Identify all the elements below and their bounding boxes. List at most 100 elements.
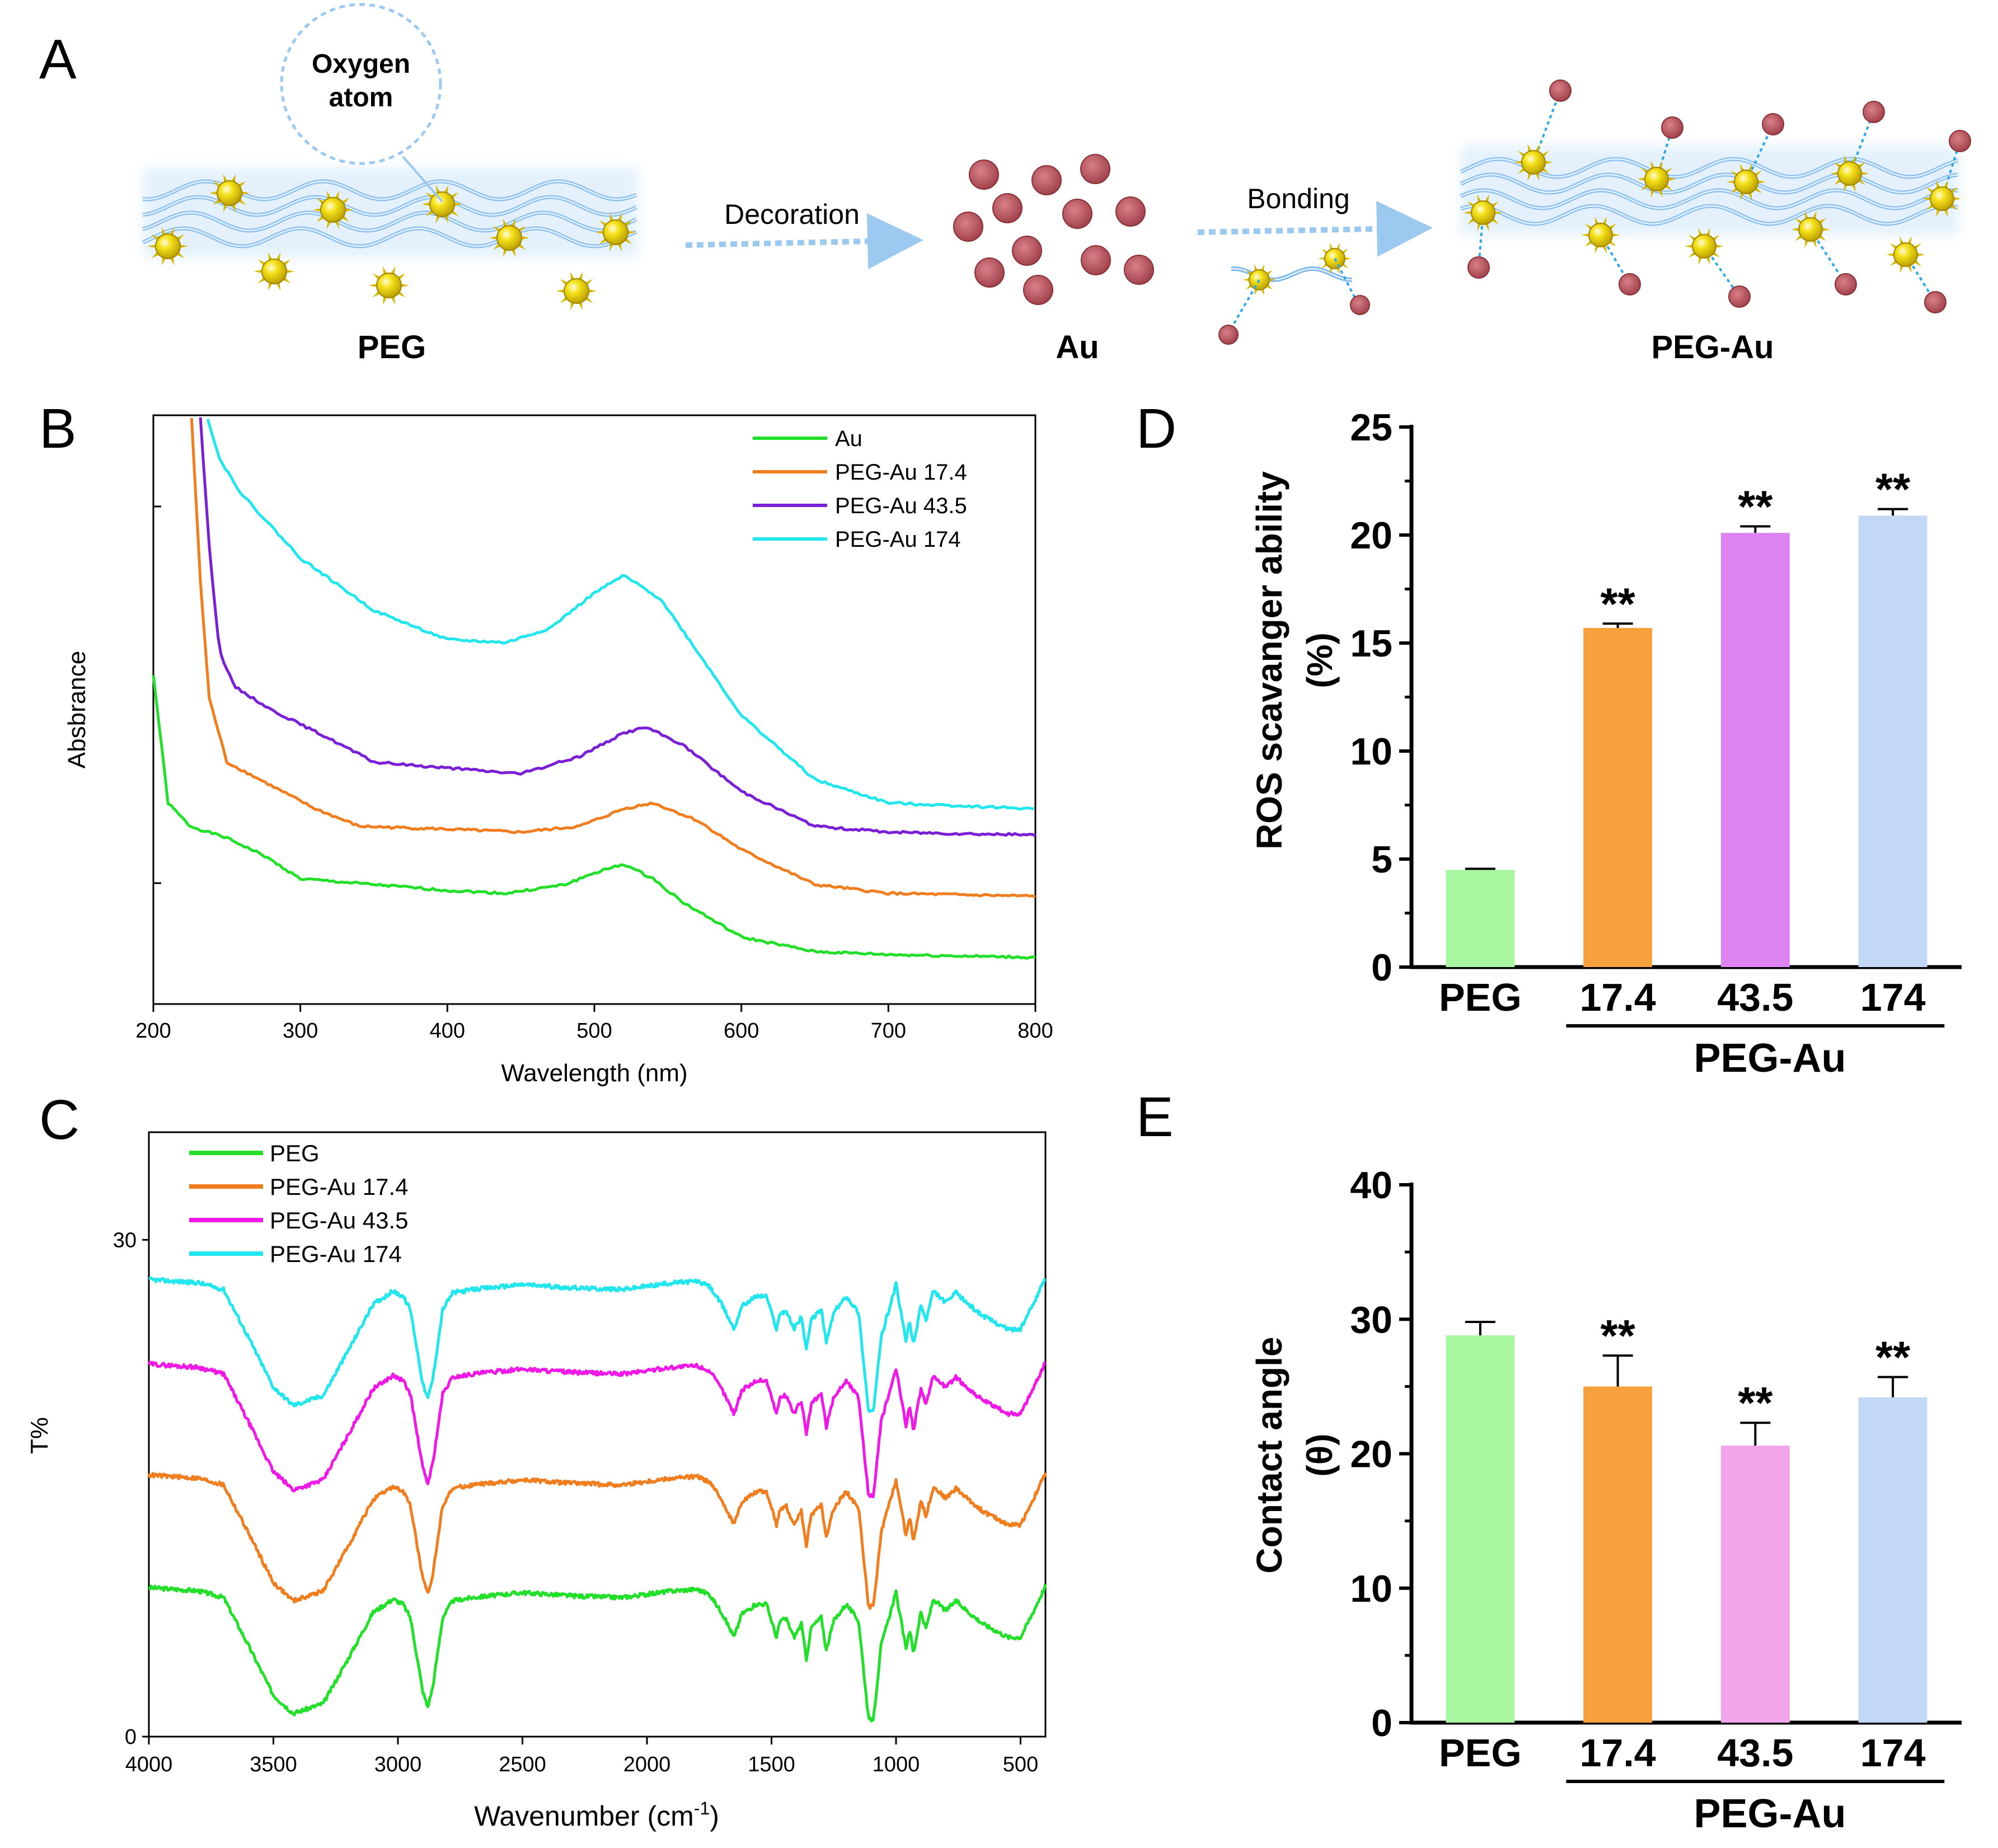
x-tick-label: 500 (1003, 1753, 1038, 1776)
atom-spike (1667, 177, 1676, 181)
label-au: Au (1056, 329, 1099, 365)
atom-spike (209, 191, 219, 195)
atom-spike (147, 244, 157, 248)
oxygen-callout: Oxygen atom (280, 3, 443, 203)
atom-spike (344, 208, 354, 212)
bar-2 (1720, 1446, 1790, 1723)
atom-core (217, 180, 242, 206)
oxygen-atom (1514, 144, 1553, 181)
legend-label: PEG-Au 174 (270, 1241, 402, 1267)
series-line-3 (148, 1276, 1047, 1413)
oxygen-atom (147, 227, 189, 266)
significance-mark: ** (1738, 1378, 1773, 1428)
atom-core (1893, 242, 1918, 267)
peg-chain-highlight (1460, 205, 1958, 225)
au-particle (1661, 116, 1683, 139)
significance-mark: ** (1875, 1333, 1911, 1382)
atom-spike (1714, 244, 1724, 248)
au-particle (1062, 199, 1092, 229)
bonding-label: Bonding (1247, 183, 1350, 214)
legend-label: PEG-Au 174 (835, 527, 961, 552)
x-tick-label: 300 (283, 1019, 318, 1043)
atom-spike (1514, 160, 1523, 165)
oxygen-atom (1886, 236, 1925, 273)
peg-chain-highlight (1460, 158, 1958, 178)
atom-spike (556, 289, 566, 293)
atom-spike (1581, 233, 1591, 237)
y-tick-label: 0 (125, 1725, 137, 1749)
chart-b-xticks: 200 300 400 500 600 700 800 (135, 505, 1053, 1043)
atom-core (1798, 217, 1823, 242)
au-particle (1619, 273, 1641, 296)
bar-0 (1446, 1335, 1515, 1723)
y-tick-label: 30 (1350, 1298, 1392, 1341)
chart-c-ylabel: T% (26, 1417, 53, 1454)
atom-spike (489, 236, 499, 240)
atom-spike (1860, 171, 1869, 176)
atom-spike (1952, 196, 1962, 201)
y-tick-label: 20 (1350, 514, 1392, 557)
series-line-1 (190, 418, 1036, 898)
au-particle (1949, 130, 1971, 152)
y-tick-label: 20 (1350, 1433, 1392, 1476)
bar-3 (1858, 1397, 1927, 1723)
au-particle (1549, 79, 1572, 102)
chart-e: 0 10 20 30 40 PEG ** 17.4 ** 43.5 ** 174 PEG-Au (1350, 1164, 1962, 1836)
au-particle (1863, 101, 1885, 123)
atom-core (496, 225, 522, 251)
au-particle (1350, 295, 1370, 315)
legend-label: PEG (270, 1140, 320, 1166)
group-label: PEG-Au (1694, 1791, 1846, 1836)
y-tick-label: 5 (1371, 838, 1392, 881)
oxygen-atom (1685, 228, 1724, 265)
au-particle (1080, 154, 1110, 184)
chart-d-ylabel: ROS scavanger ability (1249, 471, 1289, 850)
atom-core (1837, 161, 1862, 186)
category-label: PEG (1439, 1731, 1522, 1775)
panel-e: E 0 10 20 30 40 PEG ** 17.4 ** 43.5 ** 174 PEG-Au Co… (1136, 1086, 1962, 1836)
atom-spike (179, 244, 189, 248)
x-tick-label: 3500 (250, 1753, 297, 1776)
bond-line (1229, 279, 1260, 331)
au-particle (953, 212, 983, 242)
au-particle (1762, 113, 1784, 135)
x-tick-label: 2000 (623, 1753, 671, 1776)
chart-c-ticks: 4000 3500 3000 2500 2000 1500 1000 500 0 30 (113, 1228, 1038, 1776)
oxygen-atom (1581, 217, 1620, 254)
atom-core (564, 278, 589, 304)
oxygen-atom (312, 190, 354, 229)
atom-core (429, 191, 455, 217)
bonding-mini-chain (1218, 242, 1370, 345)
significance-mark: ** (1600, 1311, 1635, 1361)
x-tick-label: 400 (430, 1019, 465, 1043)
oxygen-atom (1830, 155, 1869, 192)
atom-core (1930, 186, 1954, 211)
chart-b-legend: Au PEG-Au 17.4 PEG-Au 43.5 PEG-Au 174 (753, 426, 967, 552)
series-line-0 (148, 1584, 1047, 1723)
atom-core (376, 273, 402, 298)
atom-spike (1268, 278, 1276, 282)
atom-spike (368, 283, 378, 288)
y-tick-label: 10 (1350, 730, 1392, 773)
significance-mark: ** (1875, 465, 1911, 514)
atom-spike (595, 230, 605, 234)
atom-spike (520, 236, 530, 240)
category-label: 174 (1860, 975, 1926, 1019)
atom-spike (626, 230, 636, 234)
x-tick-label: 800 (1017, 1019, 1053, 1043)
atom-core (603, 219, 629, 245)
y-tick-label: 10 (1350, 1568, 1392, 1610)
oxygen-atom (1727, 163, 1766, 200)
x-tick-label: 3000 (374, 1753, 422, 1776)
panel-letter-c: C (39, 1089, 79, 1151)
atom-spike (1242, 278, 1251, 282)
atom-spike (285, 269, 295, 274)
label-peg: PEG (358, 329, 426, 365)
category-label: 174 (1860, 1731, 1926, 1775)
peg-chain-highlight (142, 212, 637, 232)
bar-1 (1583, 1386, 1653, 1723)
panel-letter-d: D (1136, 397, 1176, 460)
group-label: PEG-Au (1694, 1036, 1846, 1081)
x-tick-label: 200 (135, 1019, 171, 1043)
y-tick-label: 0 (1371, 1702, 1392, 1744)
